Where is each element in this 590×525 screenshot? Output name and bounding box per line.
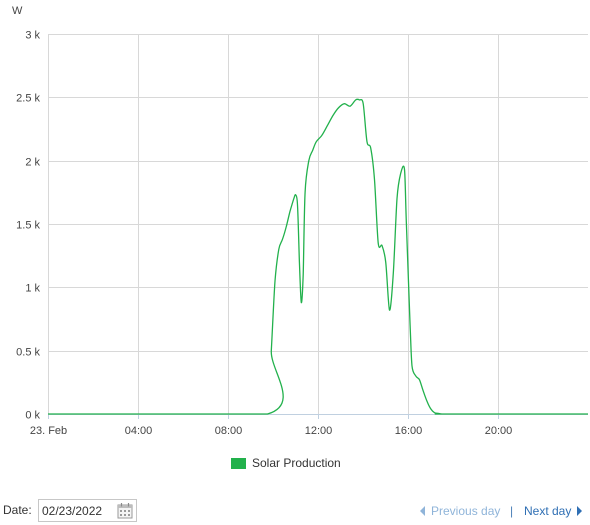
chevron-left-icon xyxy=(420,506,425,516)
x-tick-label: 12:00 xyxy=(305,425,333,437)
x-tick-label: 04:00 xyxy=(125,425,153,437)
legend-swatch xyxy=(231,457,246,469)
tick-labels: 0 k 0.5 k 1 k 1.5 k 2 k 2.5 k 3 k 23. Feb 04:00 0… xyxy=(12,5,512,437)
legend-label[interactable]: Solar Production xyxy=(252,456,341,470)
next-day-link[interactable]: Next day xyxy=(524,504,583,518)
chevron-right-icon xyxy=(577,506,583,516)
y-tick-label: 1.5 k xyxy=(16,220,40,232)
date-input[interactable] xyxy=(42,504,112,518)
previous-day-label: Previous day xyxy=(431,504,501,518)
y-tick-label: 0.5 k xyxy=(16,347,40,359)
date-picker[interactable] xyxy=(38,499,137,522)
y-tick-label: 3 k xyxy=(25,30,40,42)
series-line-solar-production xyxy=(47,98,588,415)
x-tick-label: 16:00 xyxy=(395,425,423,437)
series-layer xyxy=(47,98,588,415)
date-label: Date: xyxy=(3,503,32,517)
date-navigation: Date: Previous day | Next day xyxy=(0,499,590,525)
y-axis-title: W xyxy=(12,5,23,17)
x-tick-label: 20:00 xyxy=(485,425,513,437)
y-tick-label: 1 k xyxy=(25,283,40,295)
legend[interactable]: Solar Production xyxy=(231,456,341,470)
nav-separator: | xyxy=(510,504,514,518)
y-tick-label: 0 k xyxy=(25,410,40,422)
x-tick-label: 23. Feb xyxy=(30,425,67,437)
grid-lines xyxy=(48,34,588,414)
y-tick-label: 2 k xyxy=(25,157,40,169)
next-day-label: Next day xyxy=(524,504,572,518)
chart-svg: 0 k 0.5 k 1 k 1.5 k 2 k 2.5 k 3 k 23. Feb 04:00 0… xyxy=(12,5,588,437)
previous-day-link[interactable]: Previous day xyxy=(420,504,500,518)
x-tick-label: 08:00 xyxy=(215,425,243,437)
calendar-icon[interactable] xyxy=(117,502,133,519)
y-tick-label: 2.5 k xyxy=(16,93,40,105)
